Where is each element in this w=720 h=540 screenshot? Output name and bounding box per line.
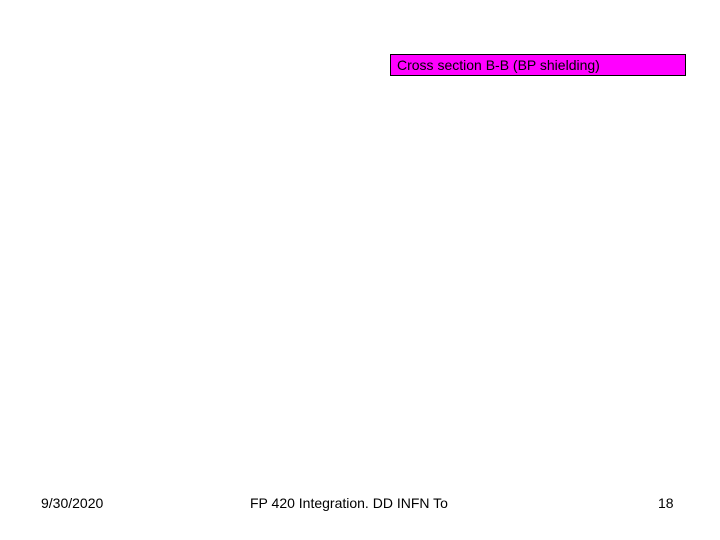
footer-page-text: 18 (658, 495, 674, 511)
title-text: Cross section B-B (BP shielding) (397, 57, 600, 73)
footer-center: FP 420 Integration. DD INFN To (250, 495, 448, 511)
footer-center-text: FP 420 Integration. DD INFN To (250, 495, 448, 511)
footer-page-number: 18 (658, 495, 674, 511)
footer-date: 9/30/2020 (41, 495, 103, 511)
title-box: Cross section B-B (BP shielding) (390, 54, 686, 76)
footer-date-text: 9/30/2020 (41, 495, 103, 511)
